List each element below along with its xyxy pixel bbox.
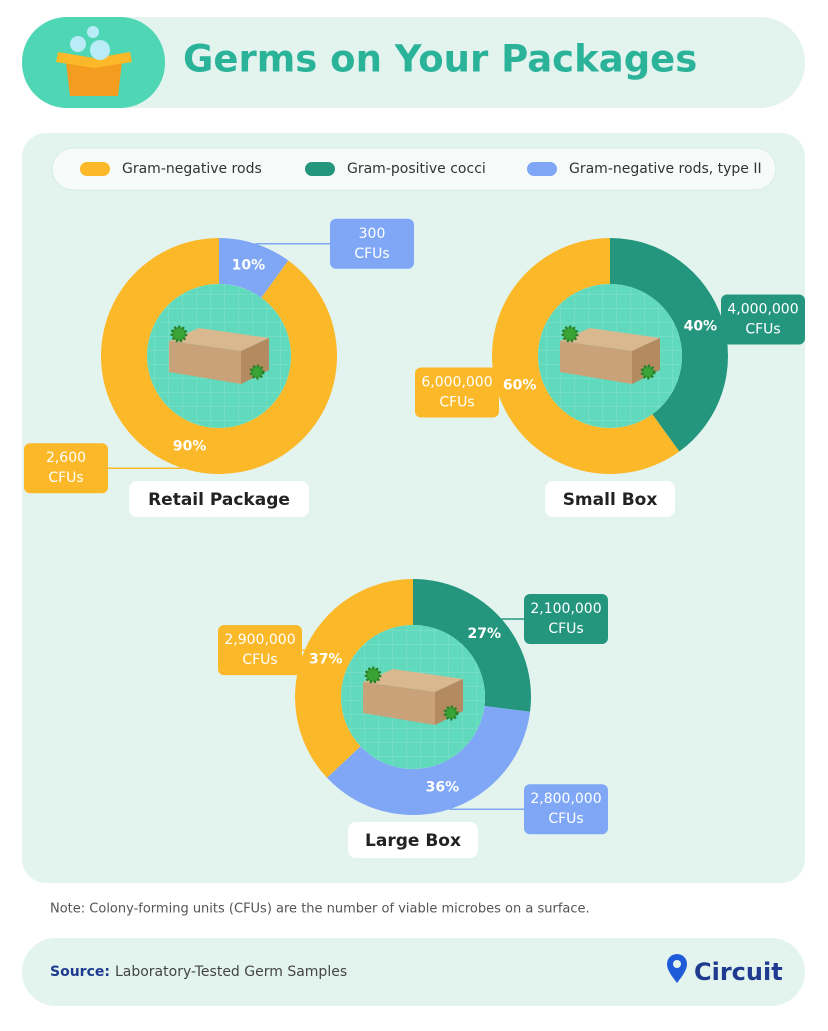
header-icon	[56, 26, 132, 96]
cfu-label: 2,100,000	[530, 601, 601, 617]
cfu-label: 6,000,000	[421, 374, 492, 390]
footer-bg	[22, 938, 805, 1006]
legend: Gram-negative rods Gram-positive cocci Gra…	[80, 161, 762, 177]
legend-swatch	[527, 162, 557, 176]
chart-title-bg	[129, 481, 309, 517]
donut-slice	[101, 238, 337, 474]
cfu-unit: CFUs	[242, 652, 277, 668]
callout-box	[415, 367, 499, 418]
source-text: Laboratory-Tested Germ Samples	[115, 964, 347, 980]
germ	[561, 325, 579, 343]
brand: Circuit	[694, 958, 783, 986]
donut-slice	[219, 238, 289, 298]
legend-label: Gram-negative rods	[122, 161, 262, 177]
header-bg	[22, 17, 805, 108]
box-top	[169, 328, 269, 351]
source-label: Source:	[50, 964, 110, 980]
legend-swatch	[305, 162, 335, 176]
percent-label: 60%	[503, 377, 537, 393]
percent-label: 27%	[468, 626, 502, 642]
cfu-unit: CFUs	[548, 621, 583, 637]
germ	[170, 325, 188, 343]
donut-slice	[295, 579, 413, 778]
title: Germs on Your Packages	[183, 38, 697, 81]
cfu-unit: CFUs	[439, 394, 474, 410]
germ	[640, 364, 656, 380]
cfu-unit: CFUs	[548, 811, 583, 827]
callout-box	[24, 443, 108, 494]
chart-title: Small Box	[563, 490, 658, 510]
box-front	[560, 341, 632, 384]
donut-slice	[491, 238, 680, 474]
brand-logo	[667, 954, 687, 983]
percent-label: 90%	[173, 438, 207, 454]
chart-title: Retail Package	[148, 490, 290, 510]
legend-swatch	[80, 162, 110, 176]
cfu-label: 300	[359, 226, 386, 242]
chart-title: Large Box	[365, 831, 461, 851]
germ	[443, 705, 459, 721]
cfu-label: 4,000,000	[727, 302, 798, 318]
cfu-unit: CFUs	[745, 322, 780, 338]
box-top	[363, 669, 463, 692]
callout-box	[330, 218, 414, 269]
donut-slice	[326, 706, 531, 815]
callout-box	[218, 625, 302, 676]
box-top	[560, 328, 660, 351]
legend-bg	[51, 147, 777, 191]
donut-chart: 27% 2,100,000 CFUs 36% 2,800,000 CFUs 37% 2,900…	[218, 579, 608, 858]
legend-label: Gram-negative rods, type II	[569, 161, 762, 177]
box-front	[363, 682, 435, 725]
chart-title-bg	[545, 481, 675, 517]
donut-slice	[610, 238, 728, 452]
legend-label: Gram-positive cocci	[347, 161, 486, 177]
cfu-label: 2,600	[46, 450, 86, 466]
donut-chart: 40% 4,000,000 CFUs 60% 6,000,000 CFUs Small Bo…	[415, 238, 805, 517]
percent-label: 37%	[309, 651, 343, 667]
percent-label: 10%	[232, 258, 266, 274]
germ	[364, 666, 382, 684]
note: Note: Colony-forming units (CFUs) are th…	[50, 902, 590, 917]
germ	[249, 364, 265, 380]
cfu-unit: CFUs	[48, 470, 83, 486]
chart-title-bg	[348, 822, 478, 858]
cfu-label: 2,800,000	[530, 791, 601, 807]
source: Source: Laboratory-Tested Germ Samples	[50, 964, 347, 980]
callout-box	[721, 294, 805, 345]
percent-label: 40%	[684, 319, 718, 335]
cfu-unit: CFUs	[354, 246, 389, 262]
percent-label: 36%	[426, 779, 460, 795]
donut-slice	[413, 579, 531, 712]
box-front	[169, 341, 241, 384]
donut-chart: 10% 300 CFUs 90% 2,600 CFUs Retail Package	[24, 218, 414, 517]
callout-box	[524, 784, 608, 835]
callout-box	[524, 593, 608, 644]
cfu-label: 2,900,000	[224, 632, 295, 648]
